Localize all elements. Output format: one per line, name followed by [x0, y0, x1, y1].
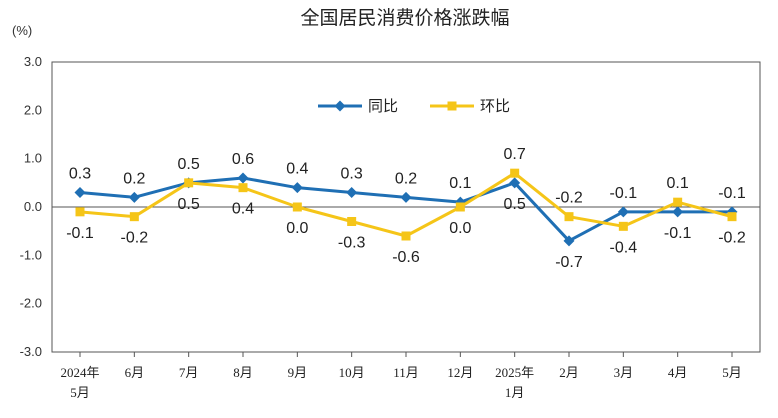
chart-title: 全国居民消费价格涨跌幅 — [300, 7, 509, 29]
data-label: 0.0 — [449, 220, 471, 237]
x-axis: 2024年 5月 6月 7月 8月 9月 10月 11月 12月 2025年 1月 2月 3月 4月 5月 — [60, 352, 742, 400]
x-tick-label: 7月 — [179, 365, 199, 380]
data-point-yoy — [291, 182, 303, 194]
y-axis: 3.0 2.0 1.0 0.0 -1.0 -2.0 -3.0 — [20, 54, 760, 359]
data-label: 0.7 — [504, 146, 526, 163]
data-point-mom — [727, 212, 737, 222]
data-point-yoy — [237, 172, 249, 184]
data-label: 0.0 — [286, 220, 308, 237]
y-axis-unit: (%) — [12, 23, 32, 38]
x-tick-label: 8月 — [233, 365, 253, 380]
data-point-yoy — [400, 191, 412, 203]
x-tick-label: 2024年 — [60, 365, 99, 380]
data-label: -0.2 — [555, 190, 583, 207]
data-point-mom — [455, 202, 465, 212]
y-tick-label: 3.0 — [24, 54, 42, 69]
y-tick-label: -1.0 — [20, 247, 42, 262]
data-point-mom — [347, 217, 357, 226]
x-tick-label: 4月 — [668, 365, 688, 380]
data-label: 0.2 — [395, 170, 417, 187]
y-tick-label: 0.0 — [24, 199, 42, 214]
x-tick-label: 5月 — [722, 365, 742, 380]
data-point-mom — [75, 207, 85, 217]
data-point-yoy — [672, 206, 684, 218]
data-label: -0.1 — [664, 225, 692, 242]
x-tick-label: 5月 — [70, 385, 90, 400]
data-point-yoy — [509, 177, 521, 189]
data-label: 0.5 — [504, 196, 526, 213]
legend-marker — [334, 100, 346, 112]
x-tick-label: 6月 — [125, 365, 145, 380]
data-label: 0.4 — [286, 161, 308, 178]
data-point-mom — [510, 168, 520, 178]
x-tick-label: 9月 — [288, 365, 308, 380]
data-label: -0.1 — [66, 225, 94, 242]
data-point-yoy — [346, 187, 358, 198]
data-label: 0.3 — [341, 166, 363, 183]
legend: 同比 环比 — [318, 98, 510, 115]
data-label: 0.3 — [69, 166, 91, 183]
legend-marker — [447, 101, 457, 111]
data-label: -0.4 — [610, 239, 638, 256]
data-label: 0.1 — [667, 175, 689, 192]
x-tick-label: 11月 — [393, 365, 419, 380]
x-tick-label: 12月 — [447, 365, 473, 380]
data-label: -0.2 — [121, 230, 149, 247]
y-tick-label: -2.0 — [20, 296, 42, 311]
x-tick-label: 1月 — [505, 385, 525, 400]
data-label: -0.1 — [718, 185, 746, 202]
x-tick-label: 3月 — [614, 365, 634, 380]
data-label: -0.3 — [338, 235, 366, 252]
data-label: -0.2 — [718, 230, 746, 247]
data-label: 0.5 — [178, 156, 200, 173]
y-tick-label: 1.0 — [24, 151, 42, 166]
data-point-mom — [292, 202, 302, 212]
data-label: -0.7 — [555, 254, 583, 271]
data-label: -0.1 — [610, 185, 638, 202]
data-point-mom — [401, 231, 411, 241]
series-layer — [74, 168, 738, 247]
legend-label: 同比 — [368, 98, 398, 115]
y-tick-label: 2.0 — [24, 102, 42, 117]
data-label: -0.6 — [392, 249, 420, 266]
data-point-mom — [618, 221, 628, 231]
data-labels: 0.3 0.2 0.5 0.6 0.4 0.3 0.2 0.1 0.5 -0.7 -0.1 -0.1 -… — [66, 146, 746, 271]
data-point-mom — [673, 197, 683, 207]
data-point-yoy — [563, 235, 575, 247]
x-tick-label: 2月 — [559, 365, 579, 380]
data-label: 0.6 — [232, 151, 254, 168]
data-point-mom — [184, 178, 194, 188]
data-label: 0.4 — [232, 201, 254, 218]
data-point-yoy — [128, 191, 140, 203]
data-label: 0.5 — [178, 196, 200, 213]
data-point-mom — [129, 212, 139, 222]
y-tick-label: -3.0 — [20, 344, 42, 359]
data-label: 0.2 — [123, 170, 145, 187]
data-label: 0.1 — [449, 175, 471, 192]
data-point-mom — [564, 212, 574, 222]
x-tick-label: 10月 — [339, 365, 365, 380]
legend-label: 环比 — [480, 98, 510, 115]
x-tick-label: 2025年 — [495, 365, 534, 380]
data-point-yoy — [74, 187, 86, 198]
data-point-yoy — [617, 206, 629, 218]
data-point-mom — [238, 183, 248, 193]
